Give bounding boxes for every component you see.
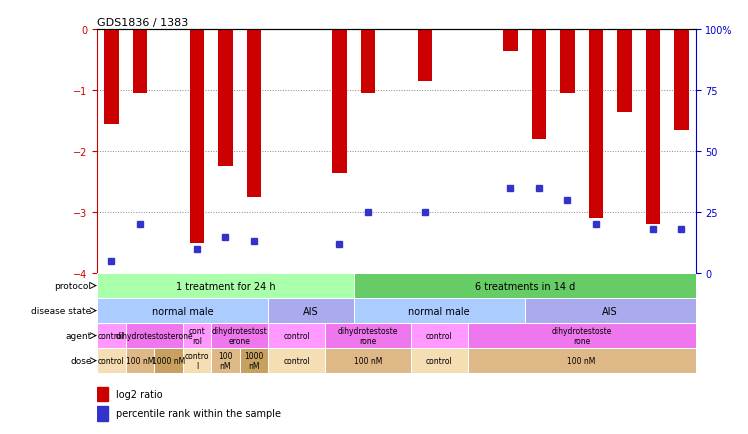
Bar — [532, 30, 546, 140]
Bar — [361, 30, 375, 94]
Text: GDS1836 / 1383: GDS1836 / 1383 — [97, 18, 188, 28]
Text: 1000 nM: 1000 nM — [152, 356, 185, 365]
Text: AIS: AIS — [303, 306, 319, 316]
Bar — [126, 348, 154, 373]
Bar — [133, 30, 147, 94]
Bar — [269, 348, 325, 373]
Bar — [211, 348, 239, 373]
Bar — [183, 323, 211, 348]
Text: log2 ratio: log2 ratio — [116, 389, 162, 399]
Text: agent: agent — [65, 331, 91, 340]
Text: 100 nM: 100 nM — [126, 356, 154, 365]
Text: dose: dose — [70, 356, 91, 365]
Bar — [154, 348, 183, 373]
Bar — [211, 323, 269, 348]
Bar — [97, 406, 108, 421]
Text: 1 treatment for 24 h: 1 treatment for 24 h — [176, 281, 275, 291]
Text: 100
nM: 100 nM — [218, 351, 233, 371]
Text: protocol: protocol — [55, 281, 91, 290]
Bar — [354, 273, 696, 299]
Bar — [239, 348, 269, 373]
Bar — [503, 30, 518, 52]
Bar — [97, 348, 126, 373]
Bar — [97, 387, 108, 401]
Text: dihydrotestost
erone: dihydrotestost erone — [212, 326, 268, 345]
Bar — [97, 299, 269, 323]
Text: 1000
nM: 1000 nM — [245, 351, 263, 371]
Text: dihydrotestoste
rone: dihydrotestoste rone — [338, 326, 398, 345]
Bar — [468, 348, 696, 373]
Bar — [218, 30, 233, 167]
Bar — [183, 348, 211, 373]
Bar — [325, 323, 411, 348]
Text: normal male: normal male — [152, 306, 213, 316]
Text: dihydrotestosterone: dihydrotestosterone — [115, 331, 193, 340]
Text: 100 nM: 100 nM — [568, 356, 596, 365]
Text: contro
l: contro l — [185, 351, 209, 371]
Bar — [97, 323, 126, 348]
Text: control: control — [98, 356, 125, 365]
Bar — [126, 323, 183, 348]
Bar — [418, 30, 432, 82]
Text: control: control — [426, 331, 453, 340]
Bar — [674, 30, 688, 131]
Text: control: control — [283, 331, 310, 340]
Bar — [97, 273, 354, 299]
Text: control: control — [283, 356, 310, 365]
Bar — [332, 30, 346, 173]
Bar — [524, 299, 696, 323]
Bar — [247, 30, 261, 197]
Bar — [468, 323, 696, 348]
Bar — [411, 323, 468, 348]
Bar — [411, 348, 468, 373]
Bar — [354, 299, 524, 323]
Bar — [560, 30, 574, 94]
Text: disease state: disease state — [31, 306, 91, 316]
Bar — [269, 323, 325, 348]
Bar — [589, 30, 603, 219]
Bar — [190, 30, 204, 243]
Bar — [325, 348, 411, 373]
Bar — [269, 299, 354, 323]
Bar — [105, 30, 119, 125]
Text: dihydrotestoste
rone: dihydrotestoste rone — [551, 326, 612, 345]
Text: control: control — [426, 356, 453, 365]
Text: cont
rol: cont rol — [188, 326, 206, 345]
Text: AIS: AIS — [602, 306, 618, 316]
Text: 6 treatments in 14 d: 6 treatments in 14 d — [474, 281, 574, 291]
Text: control: control — [98, 331, 125, 340]
Text: 100 nM: 100 nM — [354, 356, 382, 365]
Bar — [617, 30, 631, 112]
Bar — [646, 30, 660, 225]
Text: normal male: normal male — [408, 306, 470, 316]
Text: percentile rank within the sample: percentile rank within the sample — [116, 408, 281, 418]
